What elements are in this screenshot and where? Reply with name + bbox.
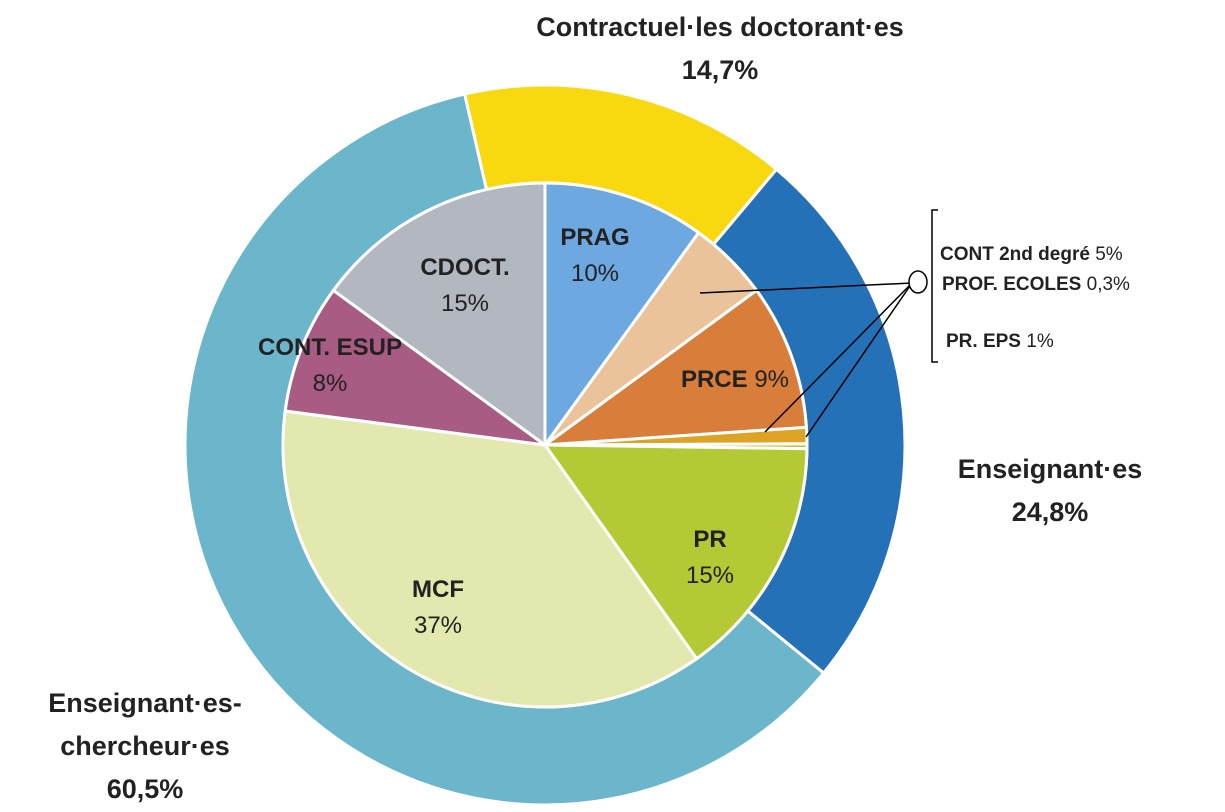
category-label: PR. EPS — [946, 331, 1021, 352]
callout-label: PROF. ECOLES 0,3% — [942, 274, 1130, 296]
ring-label: Enseignant·es-chercheur·es 60,5% — [5, 682, 285, 812]
slice — [539, 288, 809, 447]
category-label: CDOCT. — [420, 254, 510, 281]
slice-label: PRAG 10% — [495, 220, 695, 292]
value-label: 0,3% — [1086, 274, 1130, 295]
value-label: 9% — [754, 366, 790, 393]
category-label: MCF — [412, 576, 464, 603]
slice — [281, 409, 699, 709]
category-label: Contractuel·les doctorant·es — [536, 12, 904, 42]
slice-label: MCF 37% — [338, 572, 538, 644]
category-label: PRCE — [680, 366, 748, 393]
category-label: PROF. ECOLES — [942, 274, 1082, 295]
slice — [542, 443, 809, 661]
callout-label: CONT 2nd degré 5% — [940, 244, 1123, 266]
leader-line — [805, 282, 913, 438]
slice — [543, 181, 701, 450]
category-label: PRAG — [560, 224, 630, 251]
value-label: 1% — [1026, 331, 1054, 352]
ring-label: Contractuel·les doctorant·es 14,7% — [470, 6, 970, 92]
category-label: Enseignant·es — [957, 454, 1143, 484]
category-label: CONT 2nd degré — [940, 244, 1090, 265]
value-label: 14,7% — [681, 55, 759, 86]
callout-lines — [699, 282, 913, 438]
category-label: Enseignant·es-chercheur·es — [48, 688, 242, 762]
slice-label: PRCE 9% — [635, 362, 835, 398]
callout-bracket — [931, 209, 938, 363]
ring-label: Enseignant·es 24,8% — [900, 448, 1200, 534]
value-label: 60,5% — [106, 774, 184, 805]
value-label: 10% — [570, 260, 620, 287]
callout-knot — [908, 270, 928, 294]
slice-label: CDOCT. 15% — [365, 250, 565, 322]
slices — [183, 83, 907, 807]
value-label: 8% — [312, 370, 348, 397]
category-label: PR — [693, 526, 727, 553]
slice — [331, 181, 547, 448]
value-label: 24,8% — [1011, 497, 1089, 528]
value-label: 37% — [413, 612, 463, 639]
slice-label: CONT. ESUP 8% — [230, 330, 430, 402]
category-label: CONT. ESUP — [257, 334, 403, 361]
leader-line — [699, 282, 913, 294]
value-label: 15% — [440, 290, 490, 317]
value-label: 5% — [1095, 244, 1123, 265]
callout-label: PR. EPS 1% — [946, 331, 1054, 353]
leader-line — [764, 282, 913, 433]
slice — [283, 288, 546, 447]
slice-label: PR 15% — [610, 522, 810, 594]
value-label: 15% — [685, 562, 735, 589]
